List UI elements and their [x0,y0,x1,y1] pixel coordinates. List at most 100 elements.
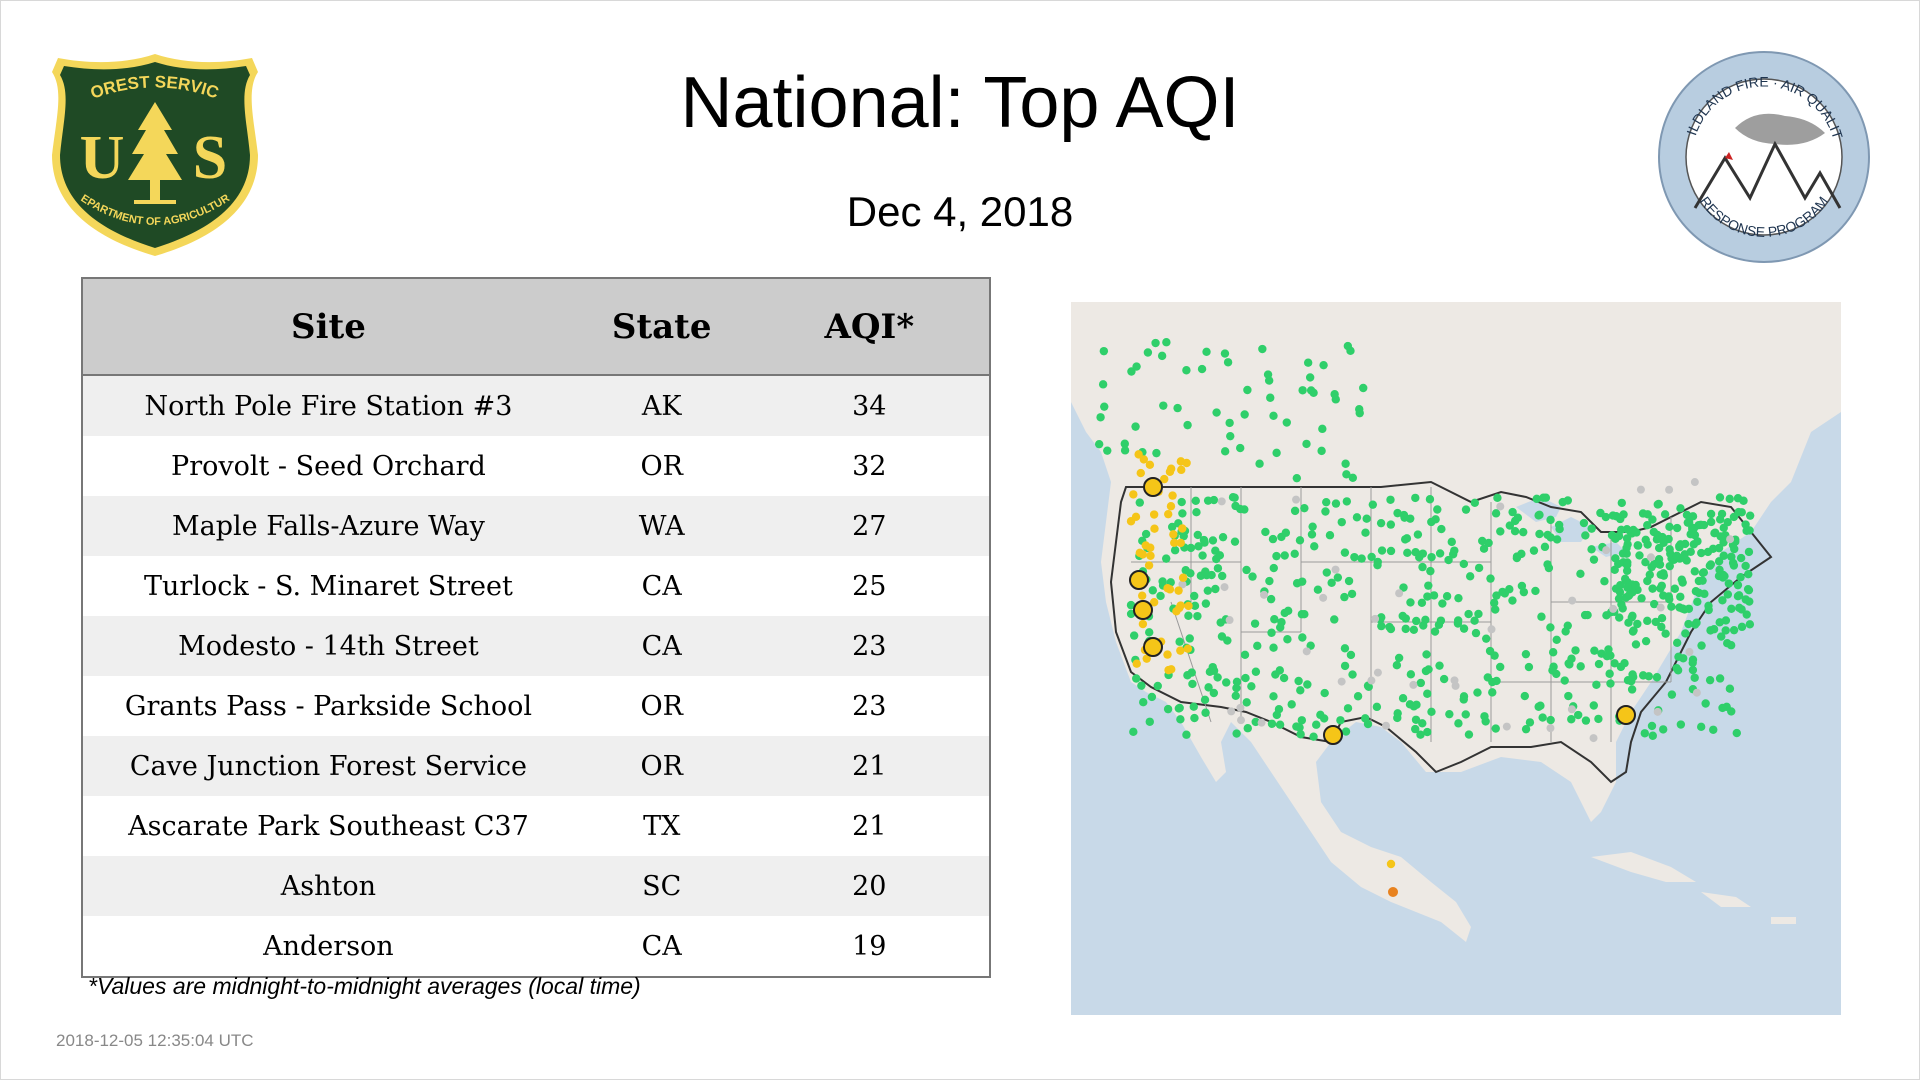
good-aqi-dot [1411,493,1420,503]
moderate-aqi-dot [1177,465,1186,475]
good-aqi-dot [1474,609,1483,619]
good-aqi-dot [1281,528,1291,537]
good-aqi-dot [1194,542,1203,551]
good-aqi-dot [1231,691,1240,701]
good-aqi-dot [1427,707,1436,717]
good-aqi-dot [1581,531,1590,540]
good-aqi-dot [1361,528,1370,537]
good-aqi-dot [1715,674,1725,683]
good-aqi-dot [1652,535,1662,544]
good-aqi-dot [1283,635,1292,644]
good-aqi-dot [1148,586,1158,595]
good-aqi-dot [1744,547,1754,557]
good-aqi-dot [1590,646,1599,655]
good-aqi-dot [1453,616,1463,625]
good-aqi-dot [1120,446,1130,455]
moderate-aqi-dot [1163,584,1172,593]
good-aqi-dot [1643,520,1652,530]
good-aqi-dot [1202,347,1211,356]
good-aqi-dot [1744,569,1753,579]
good-aqi-dot [1510,527,1520,536]
good-aqi-dot [1393,508,1402,518]
good-aqi-dot [1186,569,1195,578]
good-aqi-dot [1377,621,1386,631]
good-aqi-dot [1616,514,1625,524]
no-data-dot [1665,485,1674,494]
no-data-dot [1337,677,1346,686]
moderate-aqi-dot [1129,490,1138,499]
state-cell: CA [573,916,750,977]
aqi-cell: 32 [749,436,990,496]
good-aqi-dot [1362,514,1371,523]
good-aqi-dot [1540,542,1550,552]
good-aqi-dot [1143,348,1153,357]
good-aqi-dot [1439,674,1449,684]
good-aqi-dot [1208,536,1218,545]
good-aqi-dot [1377,613,1386,622]
no-data-dot [1236,703,1245,712]
good-aqi-dot [1243,385,1252,395]
good-aqi-dot [1159,401,1168,410]
good-aqi-dot [1705,675,1715,685]
no-data-dot [1602,546,1611,555]
no-data-dot [1567,705,1576,714]
no-data-dot [1381,721,1390,730]
good-aqi-dot [1297,577,1307,586]
good-aqi-dot [1103,446,1112,455]
good-aqi-dot [1471,628,1481,638]
moderate-aqi-dot [1168,491,1177,500]
good-aqi-dot [1129,727,1138,737]
good-aqi-dot [1152,448,1161,458]
good-aqi-dot [1602,651,1612,661]
good-aqi-dot [1464,730,1474,739]
good-aqi-dot [1725,684,1735,693]
good-aqi-dot [1145,717,1154,726]
good-aqi-dot [1182,366,1191,375]
good-aqi-dot [1564,691,1573,701]
good-aqi-dot [1220,349,1230,358]
good-aqi-dot [1418,562,1427,572]
good-aqi-dot [1706,560,1716,569]
good-aqi-dot [1198,551,1207,560]
good-aqi-dot [1643,510,1652,519]
top-aqi-table: Site State AQI* North Pole Fire Station … [81,277,991,978]
moderate-aqi-dot [1169,530,1178,539]
good-aqi-dot [1737,622,1747,632]
good-aqi-dot [1413,530,1423,539]
good-aqi-dot [1436,616,1446,625]
good-aqi-dot [1213,673,1222,682]
moderate-aqi-dot [1184,601,1193,611]
table-row: Ashton SC 20 [82,856,990,916]
moderate-aqi-dot [1145,460,1155,470]
good-aqi-dot [1207,570,1216,580]
good-aqi-dot [1608,511,1618,520]
good-aqi-dot [1157,351,1167,361]
good-aqi-dot [1665,522,1674,532]
good-aqi-dot [1736,553,1746,563]
good-aqi-dot [1641,636,1651,646]
good-aqi-dot [1546,623,1555,632]
good-aqi-dot [1153,681,1162,691]
good-aqi-dot [1147,692,1157,702]
moderate-aqi-dot [1139,455,1149,464]
good-aqi-dot [1303,680,1312,689]
good-aqi-dot [1661,629,1670,638]
good-aqi-dot [1230,537,1240,546]
good-aqi-dot [1411,724,1420,734]
good-aqi-dot [1282,418,1291,427]
good-aqi-dot [1215,551,1225,560]
good-aqi-dot [1175,637,1184,646]
no-data-dot [1373,668,1382,677]
good-aqi-dot [1690,567,1699,576]
good-aqi-dot [1645,570,1654,579]
good-aqi-dot [1132,362,1141,371]
good-aqi-dot [1648,731,1657,740]
good-aqi-dot [1177,497,1186,507]
good-aqi-dot [1401,624,1410,634]
state-cell: OR [573,676,750,736]
good-aqi-dot [1421,615,1430,625]
aqi-cell: 21 [749,736,990,796]
good-aqi-dot [1567,715,1576,724]
good-aqi-dot [1624,618,1633,627]
good-aqi-dot [1706,509,1716,519]
